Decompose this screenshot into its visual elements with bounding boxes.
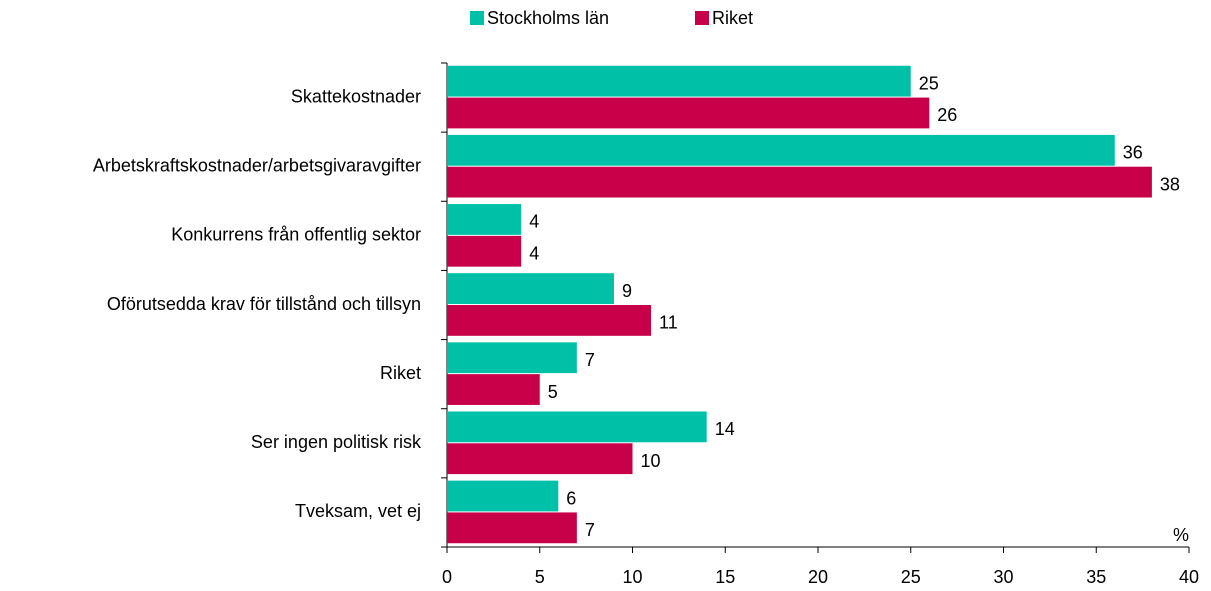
bar — [447, 512, 577, 544]
data-label: 6 — [566, 488, 576, 508]
y-tick-label: Skattekostnader — [291, 86, 421, 106]
data-label: 5 — [548, 382, 558, 402]
data-label: 9 — [622, 281, 632, 301]
bar — [447, 235, 522, 267]
bar — [447, 374, 540, 405]
x-tick-label: 30 — [993, 567, 1013, 587]
y-tick-label: Konkurrens från offentlig sektor — [171, 225, 421, 245]
x-tick-label: 20 — [808, 567, 828, 587]
legend-swatch — [470, 11, 484, 25]
legend-label: Riket — [712, 8, 753, 28]
data-label: 25 — [919, 73, 939, 93]
data-label: 10 — [641, 451, 661, 471]
bar — [447, 65, 911, 97]
bar — [447, 411, 707, 443]
legend-swatch — [695, 11, 709, 25]
x-tick-label: 35 — [1086, 567, 1106, 587]
x-axis-label: % — [1173, 525, 1189, 545]
bar — [447, 166, 1152, 198]
bar — [447, 443, 633, 475]
bar — [447, 134, 1115, 166]
bar — [447, 97, 930, 129]
bar — [447, 480, 559, 512]
data-label: 38 — [1160, 174, 1180, 194]
x-tick-label: 5 — [535, 567, 545, 587]
y-tick-label: Arbetskraftskostnader/arbetsgivaravgifte… — [93, 155, 421, 175]
x-tick-label: 40 — [1179, 567, 1199, 587]
x-tick-label: 0 — [442, 567, 452, 587]
y-tick-label: Ser ingen politisk risk — [251, 432, 422, 452]
data-label: 26 — [937, 105, 957, 125]
x-tick-label: 10 — [622, 567, 642, 587]
data-label: 14 — [715, 419, 735, 439]
bar — [447, 342, 577, 374]
data-label: 11 — [659, 313, 678, 333]
y-tick-label: Riket — [380, 363, 421, 383]
data-label: 4 — [529, 212, 539, 232]
bar — [447, 204, 522, 235]
data-label: 4 — [529, 244, 539, 264]
x-tick-label: 15 — [715, 567, 735, 587]
data-label: 36 — [1123, 143, 1143, 163]
y-tick-label: Tveksam, vet ej — [295, 501, 421, 521]
legend-label: Stockholms län — [487, 8, 609, 28]
data-label: 7 — [585, 520, 595, 540]
data-label: 7 — [585, 350, 595, 370]
x-tick-label: 25 — [901, 567, 921, 587]
y-tick-label: Oförutsedda krav för tillstånd och tills… — [107, 294, 421, 314]
bar — [447, 273, 614, 304]
bar — [447, 305, 652, 336]
